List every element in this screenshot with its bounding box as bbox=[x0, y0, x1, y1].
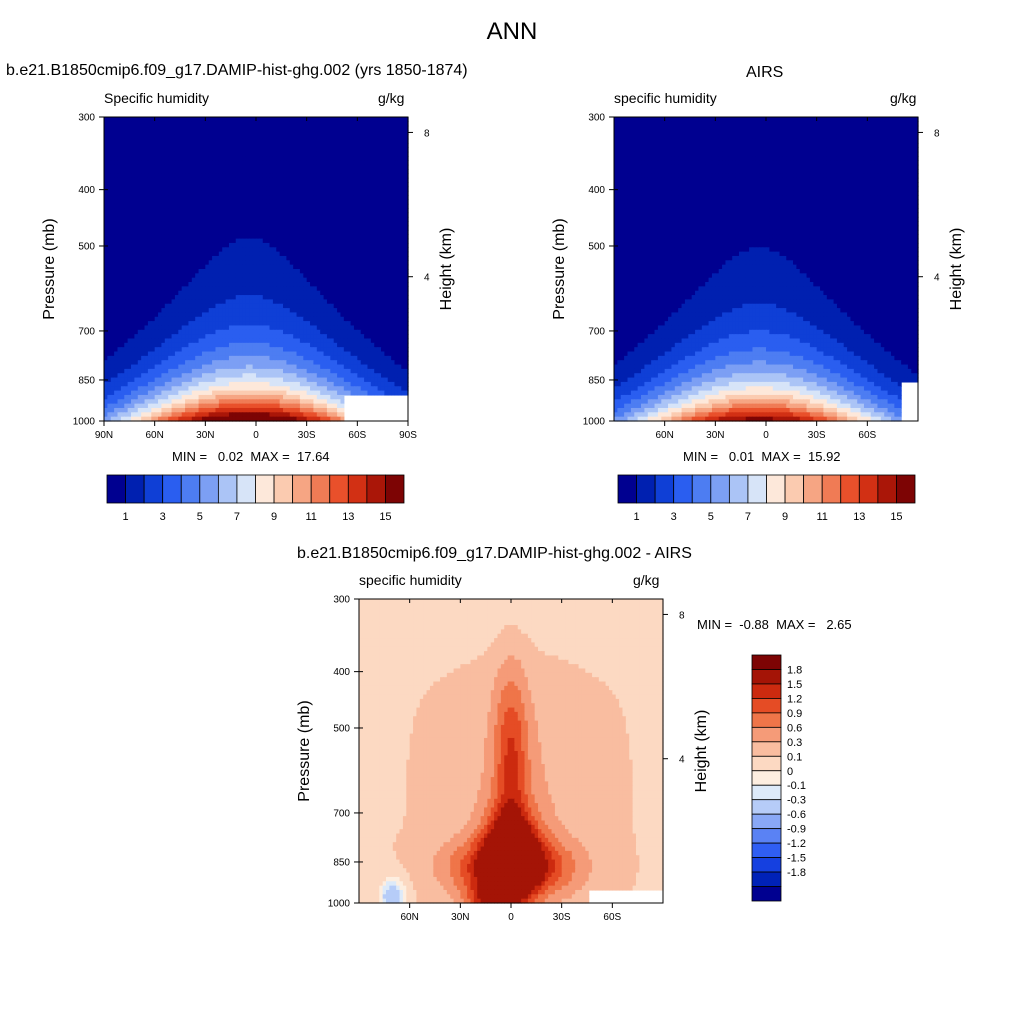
model-field bbox=[104, 117, 409, 422]
